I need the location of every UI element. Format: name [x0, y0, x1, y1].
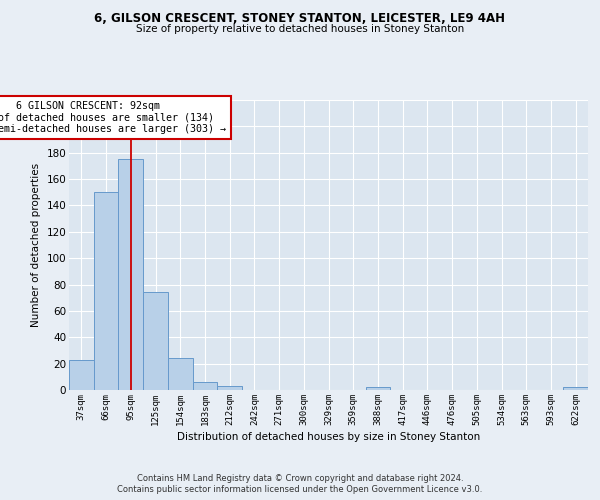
Bar: [217, 386, 242, 390]
Bar: [69, 360, 94, 390]
Bar: [94, 192, 118, 390]
Text: 6, GILSON CRESCENT, STONEY STANTON, LEICESTER, LE9 4AH: 6, GILSON CRESCENT, STONEY STANTON, LEIC…: [95, 12, 505, 26]
Bar: [365, 388, 390, 390]
Y-axis label: Number of detached properties: Number of detached properties: [31, 163, 41, 327]
Bar: [193, 382, 217, 390]
Text: Contains HM Land Registry data © Crown copyright and database right 2024.: Contains HM Land Registry data © Crown c…: [137, 474, 463, 483]
Bar: [563, 388, 588, 390]
Bar: [168, 358, 193, 390]
Text: Contains public sector information licensed under the Open Government Licence v3: Contains public sector information licen…: [118, 485, 482, 494]
Text: Distribution of detached houses by size in Stoney Stanton: Distribution of detached houses by size …: [177, 432, 481, 442]
Bar: [118, 160, 143, 390]
Bar: [143, 292, 168, 390]
Text: Size of property relative to detached houses in Stoney Stanton: Size of property relative to detached ho…: [136, 24, 464, 34]
Text: 6 GILSON CRESCENT: 92sqm
← 30% of detached houses are smaller (134)
67% of semi-: 6 GILSON CRESCENT: 92sqm ← 30% of detach…: [0, 100, 226, 134]
